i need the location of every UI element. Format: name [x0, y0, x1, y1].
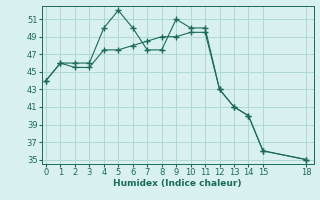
X-axis label: Humidex (Indice chaleur): Humidex (Indice chaleur): [113, 179, 242, 188]
